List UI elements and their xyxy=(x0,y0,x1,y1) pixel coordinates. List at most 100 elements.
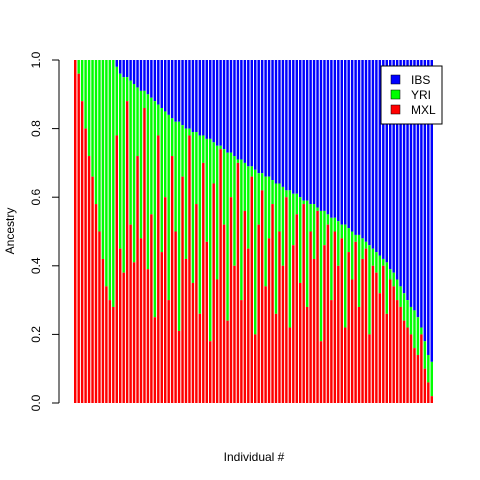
bar-mxl-48 xyxy=(236,162,240,403)
bar-yri-92 xyxy=(389,269,392,280)
bar-ibs-18 xyxy=(132,60,136,85)
bar-yri-90 xyxy=(382,258,385,266)
bar-mxl-96 xyxy=(402,320,406,403)
bar-mxl-66 xyxy=(299,282,302,403)
bar-ibs-93 xyxy=(392,60,395,273)
bar-ibs-38 xyxy=(202,60,205,136)
bar-mxl-102 xyxy=(423,368,427,403)
bar-yri-16 xyxy=(125,77,129,102)
bar-ibs-23 xyxy=(150,60,153,98)
bar-ibs-46 xyxy=(229,60,233,153)
bar-ibs-101 xyxy=(420,60,423,328)
bar-yri-77 xyxy=(337,221,340,266)
bar-ibs-26 xyxy=(160,60,163,109)
bar-ibs-55 xyxy=(260,60,264,174)
bar-yri-61 xyxy=(281,186,285,266)
bar-yri-101 xyxy=(420,327,423,335)
legend-swatch-ibs xyxy=(390,74,401,85)
bar-ibs-66 xyxy=(299,60,302,198)
bar-ibs-67 xyxy=(302,60,305,201)
bar-yri-104 xyxy=(430,361,433,397)
bar-ibs-56 xyxy=(264,60,267,177)
bar-mxl-71 xyxy=(316,210,319,403)
bar-ibs-85 xyxy=(364,60,368,242)
bar-yri-87 xyxy=(371,248,375,266)
bar-yri-35 xyxy=(191,132,195,283)
bar-ibs-17 xyxy=(129,60,132,81)
bar-yri-24 xyxy=(153,101,157,318)
bar-yri-54 xyxy=(257,173,260,225)
bar-mxl-47 xyxy=(233,265,236,403)
bar-ibs-89 xyxy=(378,60,382,256)
bar-mxl-5 xyxy=(87,156,91,403)
y-tick-label-2: 0.4 xyxy=(29,257,43,274)
bar-mxl-83 xyxy=(357,306,361,403)
bar-yri-51 xyxy=(247,166,250,249)
legend-swatch-mxl xyxy=(390,104,401,115)
bar-mxl-43 xyxy=(219,149,222,403)
bar-yri-42 xyxy=(215,145,219,280)
bar-mxl-31 xyxy=(177,330,181,403)
bar-ibs-22 xyxy=(146,60,150,95)
bar-ibs-15 xyxy=(122,60,125,78)
bar-ibs-44 xyxy=(222,60,226,150)
bar-yri-2 xyxy=(77,60,80,74)
bar-mxl-25 xyxy=(157,135,160,403)
bar-ibs-40 xyxy=(209,60,212,139)
bar-yri-85 xyxy=(364,241,368,249)
bar-yri-6 xyxy=(91,60,94,177)
bar-mxl-67 xyxy=(302,204,305,403)
bar-yri-62 xyxy=(285,190,288,198)
bar-mxl-41 xyxy=(212,183,215,403)
bar-yri-57 xyxy=(267,176,271,239)
bar-mxl-50 xyxy=(243,210,247,403)
bar-ibs-49 xyxy=(240,60,243,160)
bar-mxl-69 xyxy=(309,231,312,403)
bar-mxl-93 xyxy=(392,286,395,403)
bar-ibs-13 xyxy=(115,60,118,67)
bar-mxl-98 xyxy=(409,334,413,403)
bar-yri-21 xyxy=(143,90,146,109)
y-axis-title: Ancestry xyxy=(3,208,17,255)
bar-mxl-23 xyxy=(150,214,153,403)
bar-yri-48 xyxy=(236,159,240,163)
bar-ibs-58 xyxy=(271,60,274,181)
legend-label-yri: YRI xyxy=(411,88,431,102)
bar-ibs-45 xyxy=(226,60,229,153)
bar-mxl-87 xyxy=(371,265,375,403)
bar-ibs-87 xyxy=(371,60,375,249)
bar-yri-100 xyxy=(416,317,420,355)
bar-mxl-12 xyxy=(112,306,115,403)
bar-yri-23 xyxy=(150,97,153,215)
bar-yri-37 xyxy=(198,135,202,314)
bar-ibs-70 xyxy=(312,60,316,205)
bar-yri-86 xyxy=(368,245,371,335)
bar-yri-8 xyxy=(98,60,101,232)
bar-yri-28 xyxy=(167,114,170,301)
bar-ibs-68 xyxy=(305,60,309,201)
bar-mxl-28 xyxy=(167,300,170,403)
bar-ibs-34 xyxy=(188,60,191,129)
bar-mxl-16 xyxy=(125,101,129,403)
bar-ibs-80 xyxy=(347,60,350,229)
bar-ibs-37 xyxy=(198,60,202,136)
bar-ibs-21 xyxy=(143,60,146,91)
bar-yri-36 xyxy=(195,132,198,205)
bar-ibs-51 xyxy=(247,60,250,167)
bar-mxl-36 xyxy=(195,204,198,403)
bar-mxl-34 xyxy=(188,135,191,403)
bar-yri-75 xyxy=(330,217,333,301)
bar-mxl-27 xyxy=(164,197,167,403)
bar-ibs-88 xyxy=(375,60,378,253)
bar-yri-89 xyxy=(378,255,382,294)
bar-ibs-100 xyxy=(416,60,420,318)
bar-mxl-39 xyxy=(205,241,208,403)
bar-mxl-6 xyxy=(91,176,94,403)
bar-mxl-85 xyxy=(364,248,368,403)
bar-yri-47 xyxy=(233,156,236,266)
bar-mxl-54 xyxy=(257,224,260,403)
bar-mxl-79 xyxy=(344,327,347,403)
bar-ibs-76 xyxy=(333,60,337,218)
bar-yri-66 xyxy=(299,197,302,283)
bar-ibs-20 xyxy=(139,60,143,91)
